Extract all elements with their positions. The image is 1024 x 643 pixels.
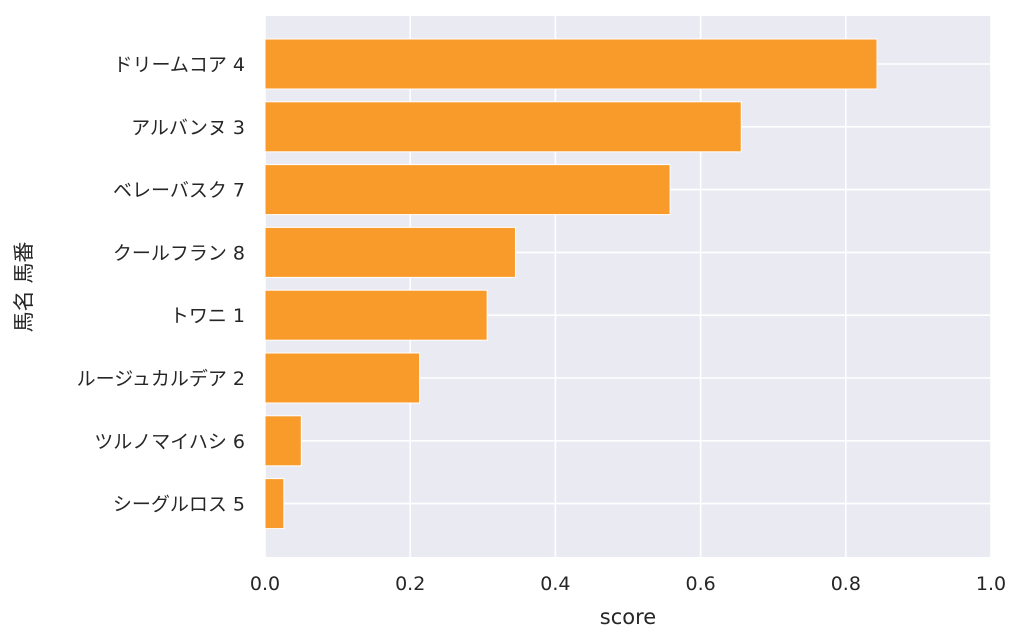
y-tick-label: ルージュカルデア 2 [77, 368, 245, 390]
y-axis-label: 馬名 馬番 [12, 242, 36, 333]
x-axis-label: score [600, 605, 656, 629]
y-tick-label: アルバンヌ 3 [131, 117, 245, 139]
bar [264, 164, 671, 216]
y-tick-label: ドリームコア 4 [113, 54, 245, 76]
bars [264, 38, 878, 530]
y-tick-labels: ドリームコア 4 アルバンヌ 3 ベレーバスク 7 クールフラン 8 トワニ 1 ルージュ… [77, 54, 245, 516]
y-tick-label: ベレーバスク 7 [113, 180, 245, 202]
bar [264, 415, 302, 467]
y-tick-label: トワニ 1 [170, 305, 245, 327]
y-tick-label: クールフラン 8 [113, 242, 245, 264]
y-tick-label: シーグルロス 5 [113, 494, 245, 516]
x-tick-label: 0.2 [395, 573, 425, 595]
bar [264, 226, 516, 278]
bar [264, 352, 421, 404]
plot-background [265, 16, 991, 557]
bar [264, 289, 488, 341]
bar [264, 38, 878, 90]
x-tick-label: 0.4 [540, 573, 570, 595]
x-tick-label: 1.0 [976, 573, 1006, 595]
x-tick-labels: 0.0 0.2 0.4 0.6 0.8 1.0 [250, 573, 1006, 595]
x-tick-label: 0.8 [831, 573, 861, 595]
y-tick-label: ツルノマイハシ 6 [94, 431, 245, 453]
x-tick-label: 0.6 [685, 573, 715, 595]
x-tick-label: 0.0 [250, 573, 280, 595]
bar [264, 478, 285, 530]
bar [264, 101, 742, 153]
